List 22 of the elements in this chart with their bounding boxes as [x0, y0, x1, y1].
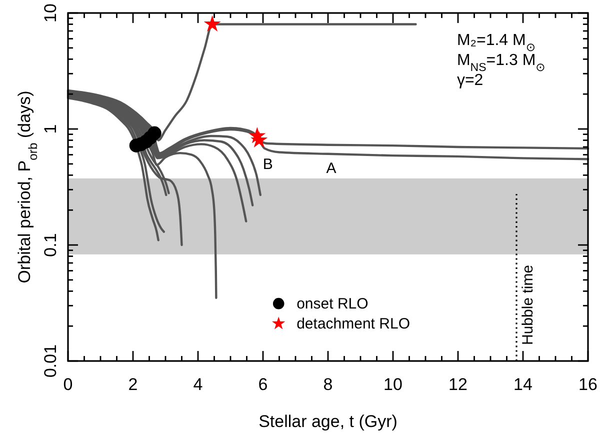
annotation: B: [262, 155, 273, 172]
annotation: M$_{NS}$=1.3 M$_{⊙}$: [456, 52, 546, 74]
y-tick-label: 1: [41, 124, 60, 134]
y-tick-label: 10: [41, 4, 60, 22]
legend-label: onset RLO: [296, 295, 368, 312]
ref-line-label: Hubble time: [520, 264, 536, 345]
annotation: A: [326, 159, 336, 176]
y-tick-label: 0.01: [41, 344, 60, 378]
x-tick-label: 0: [63, 375, 73, 394]
x-tick-label: 16: [578, 375, 598, 394]
x-tick-label: 10: [384, 375, 402, 394]
annotation: M₂=1.4 M$_{⊙}$: [456, 32, 536, 54]
annotation: γ=2: [456, 72, 484, 89]
x-tick-label: 4: [193, 375, 203, 394]
x-axis-title: Stellar age, t (Gyr): [258, 412, 398, 431]
x-tick-label: 14: [514, 375, 532, 394]
x-tick-label: 8: [323, 375, 333, 394]
y-tick-label: 0.1: [41, 233, 60, 257]
x-tick-label: 6: [258, 375, 268, 394]
x-tick-label: 12: [448, 375, 468, 394]
legend-label: detachment RLO: [296, 315, 410, 332]
x-tick-label: 2: [128, 375, 138, 394]
